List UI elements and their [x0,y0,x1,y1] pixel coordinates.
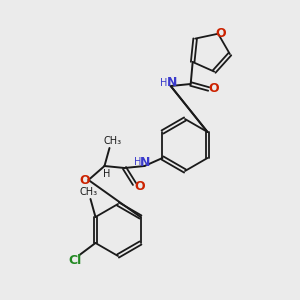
Text: H: H [103,169,110,179]
Text: H: H [134,157,141,167]
Text: O: O [134,179,145,193]
Text: H: H [160,78,167,88]
Text: Cl: Cl [69,254,82,266]
Text: O: O [216,27,226,40]
Text: CH₃: CH₃ [80,187,98,197]
Text: O: O [79,175,90,188]
Text: CH₃: CH₃ [103,136,122,146]
Text: N: N [167,76,177,89]
Text: O: O [208,82,219,95]
Text: N: N [140,155,151,169]
